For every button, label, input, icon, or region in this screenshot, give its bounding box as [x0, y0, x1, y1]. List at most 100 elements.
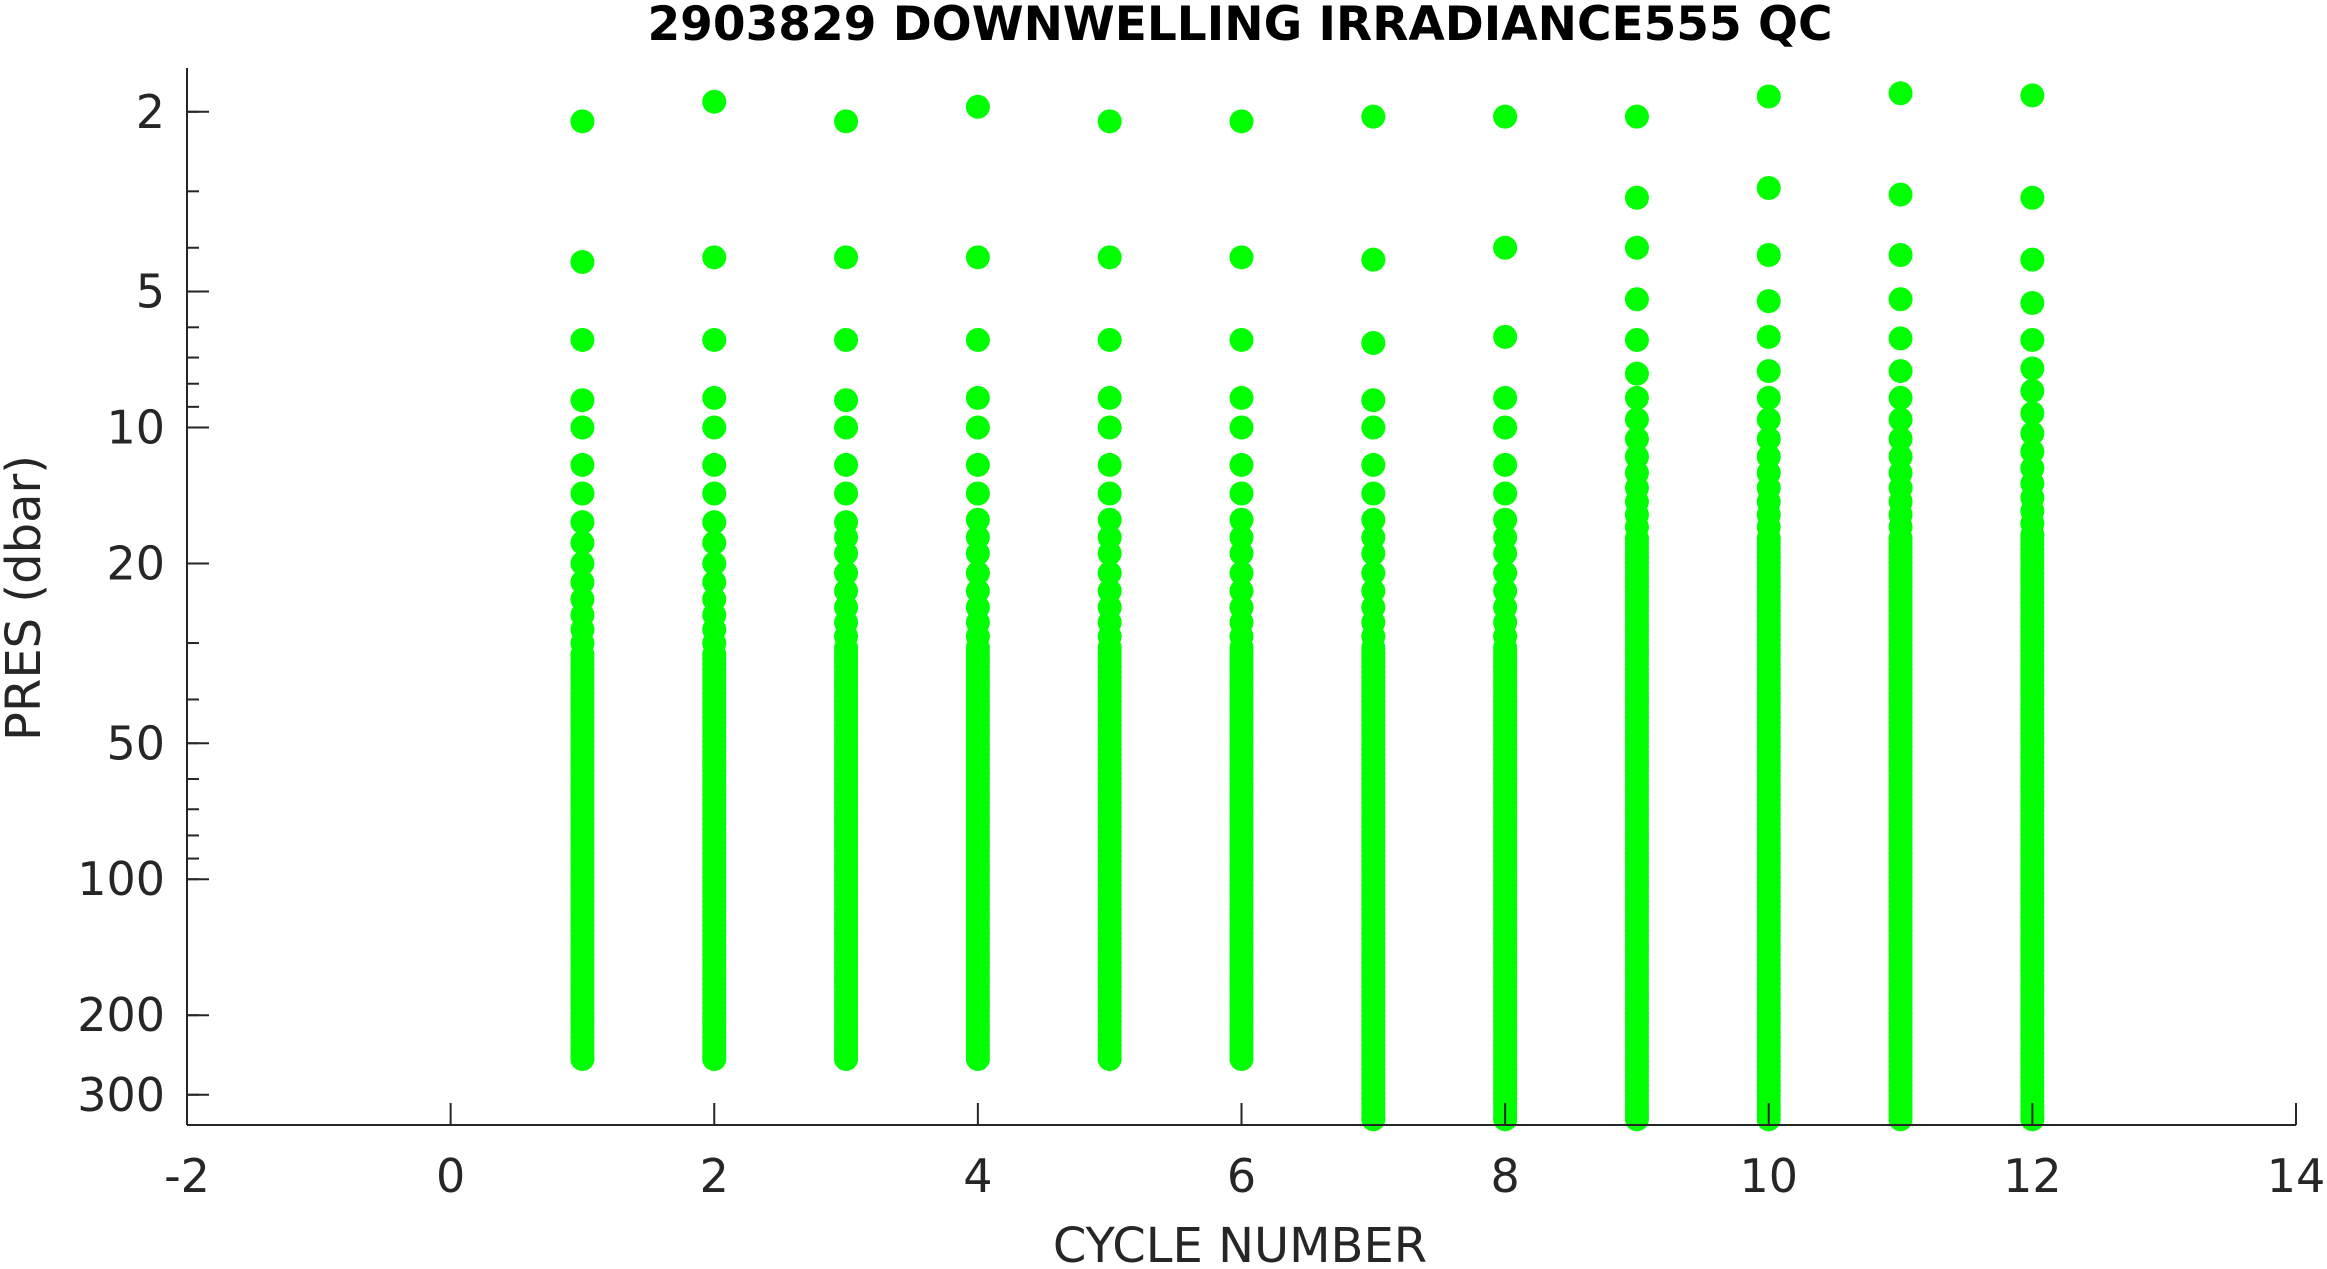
data-point: [1229, 452, 1254, 477]
data-point: [1097, 541, 1122, 566]
data-point: [965, 561, 990, 586]
data-point: [1361, 415, 1386, 440]
data-point: [965, 452, 990, 477]
data-point: [570, 530, 595, 555]
data-point: [1888, 182, 1913, 207]
data-point: [702, 510, 727, 535]
data-point: [1756, 324, 1781, 349]
x-tick-label: 14: [2267, 1149, 2326, 1203]
data-point: [1888, 287, 1913, 312]
data-point: [1888, 81, 1913, 106]
data-point: [1097, 109, 1122, 134]
data-point: [1361, 507, 1386, 532]
data-point: [1888, 426, 1913, 451]
data-point: [1624, 185, 1649, 210]
data-point: [1624, 104, 1649, 129]
data-point: [1493, 507, 1518, 532]
data-point: [1624, 426, 1649, 451]
data-point: [1493, 541, 1518, 566]
data-point: [1361, 331, 1386, 356]
x-tick-label: -2: [164, 1149, 210, 1203]
data-point: [702, 452, 727, 477]
data-point: [1229, 1046, 1254, 1071]
data-point: [702, 570, 727, 595]
data-point: [702, 415, 727, 440]
data-point: [1097, 415, 1122, 440]
data-point: [1493, 385, 1518, 410]
data-point: [834, 388, 859, 413]
data-point: [1361, 561, 1386, 586]
data-point: [2020, 439, 2045, 464]
data-point: [834, 561, 859, 586]
data-point: [1624, 1107, 1649, 1132]
data-point: [570, 388, 595, 413]
data-point: [834, 1046, 859, 1071]
data-point: [2020, 356, 2045, 381]
data-point: [1756, 242, 1781, 267]
y-tick-label: 10: [106, 401, 165, 455]
x-axis-ticks: -2 0 2 4 6 8 10 12 14: [164, 1103, 2325, 1203]
y-tick-label: 300: [77, 1068, 165, 1122]
data-point: [965, 507, 990, 532]
data-point: [1361, 541, 1386, 566]
data-point: [1229, 481, 1254, 506]
data-point: [1493, 324, 1518, 349]
data-point: [1756, 359, 1781, 384]
data-point: [1888, 1107, 1913, 1132]
data-point: [1624, 327, 1649, 352]
data-point: [965, 481, 990, 506]
data-point: [2020, 290, 2045, 315]
data-point: [570, 327, 595, 352]
data-point: [1493, 415, 1518, 440]
data-point: [1624, 385, 1649, 410]
data-point: [1888, 326, 1913, 351]
data-point: [2020, 83, 2045, 108]
data-point: [570, 551, 595, 576]
data-point: [834, 327, 859, 352]
x-tick-label: 4: [963, 1149, 992, 1203]
data-point: [1229, 507, 1254, 532]
data-point: [1624, 287, 1649, 312]
data-point: [834, 541, 859, 566]
data-point: [702, 89, 727, 114]
data-point: [1097, 245, 1122, 270]
data-point: [965, 1046, 990, 1071]
data-point: [570, 570, 595, 595]
data-point: [570, 1046, 595, 1071]
data-point: [1097, 327, 1122, 352]
data-point: [1756, 426, 1781, 451]
data-point: [570, 452, 595, 477]
data-point: [965, 415, 990, 440]
data-point: [1229, 415, 1254, 440]
x-tick-label: 10: [1739, 1149, 1798, 1203]
data-point: [1493, 561, 1518, 586]
x-tick-label: 8: [1490, 1149, 1519, 1203]
data-point: [1493, 104, 1518, 129]
data-markers: [570, 81, 2045, 1132]
data-point: [1229, 561, 1254, 586]
y-tick-label: 2: [136, 85, 165, 139]
data-point: [1756, 407, 1781, 432]
data-point: [1097, 507, 1122, 532]
data-point: [570, 415, 595, 440]
data-point: [1624, 407, 1649, 432]
data-point: [1229, 245, 1254, 270]
data-point: [1493, 235, 1518, 260]
data-point: [1888, 407, 1913, 432]
data-point: [1361, 1107, 1386, 1132]
data-point: [570, 109, 595, 134]
data-point: [1493, 481, 1518, 506]
data-point: [1493, 452, 1518, 477]
data-point: [834, 481, 859, 506]
data-point: [1097, 385, 1122, 410]
data-point: [1097, 1046, 1122, 1071]
data-point: [965, 94, 990, 119]
y-tick-label: 200: [77, 988, 165, 1042]
data-point: [1888, 242, 1913, 267]
data-point: [1756, 84, 1781, 109]
data-point: [570, 481, 595, 506]
data-point: [1229, 541, 1254, 566]
data-point: [1097, 561, 1122, 586]
y-tick-label: 50: [106, 716, 165, 770]
